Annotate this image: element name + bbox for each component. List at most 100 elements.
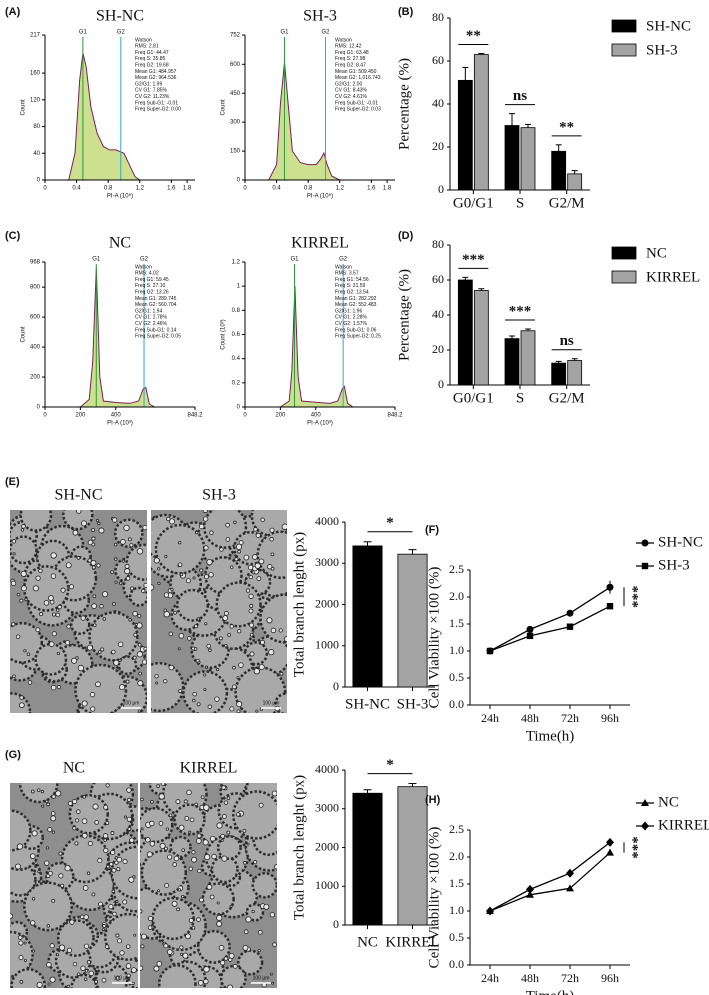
x-axis-label: PI-A (10⁶)	[307, 193, 333, 200]
cell	[109, 862, 114, 867]
lumen	[182, 670, 229, 713]
cell	[225, 537, 231, 542]
cell	[94, 979, 99, 984]
stat-line: G2/G1: 1.99	[135, 81, 162, 87]
gate-label: G2	[140, 257, 149, 263]
y-tick-label: 800	[30, 285, 41, 291]
cell	[96, 563, 101, 568]
cell	[179, 945, 184, 950]
x-tick-label: 1.6	[167, 186, 176, 192]
cell	[164, 554, 168, 559]
cell	[99, 604, 104, 609]
cell	[58, 851, 63, 856]
cell	[192, 698, 196, 703]
cell	[35, 627, 41, 633]
y-tick-label: 752	[230, 33, 241, 39]
cell	[123, 524, 130, 532]
cell	[178, 541, 182, 545]
cell	[246, 842, 250, 846]
cell	[235, 812, 241, 817]
cell	[90, 559, 97, 566]
cell	[163, 592, 170, 598]
micrograph	[140, 783, 277, 988]
cell	[203, 545, 209, 551]
bar	[520, 330, 536, 386]
cell	[248, 574, 253, 580]
cell	[188, 830, 192, 834]
y-tick-label: 1000	[315, 878, 339, 892]
panel-label: (E)	[5, 476, 20, 488]
cell	[143, 582, 147, 588]
cell	[253, 668, 260, 675]
cell	[140, 797, 144, 802]
lumen	[173, 803, 206, 836]
cell	[23, 958, 27, 962]
cell	[180, 952, 183, 956]
cell	[182, 952, 189, 959]
cell	[220, 833, 226, 839]
stat-line: Watson	[335, 264, 352, 270]
cell	[186, 636, 192, 641]
cell	[131, 981, 135, 986]
cell	[51, 612, 57, 617]
marker	[566, 623, 574, 630]
cell	[260, 517, 265, 523]
cell	[184, 815, 190, 821]
cell	[103, 804, 109, 810]
y-tick-label: 4000	[315, 514, 339, 528]
x-tick-label: 24h	[481, 711, 499, 725]
lumen	[140, 849, 188, 896]
bar	[520, 127, 536, 191]
y-axis-label: Percentage (%)	[396, 269, 412, 361]
cell	[192, 576, 196, 580]
cell	[82, 795, 86, 799]
marker	[526, 890, 534, 898]
marker	[606, 583, 614, 591]
cell	[204, 622, 208, 626]
stat-line: Freq Super-G2: 0.03	[335, 107, 381, 113]
cell	[115, 900, 119, 903]
cell	[188, 917, 194, 923]
cell	[19, 598, 24, 603]
cell	[253, 860, 258, 865]
cell	[163, 611, 170, 618]
cell	[223, 800, 229, 805]
stat-line: Mean G1: 509.450	[335, 69, 377, 75]
marker	[566, 609, 574, 617]
cell	[80, 965, 86, 971]
cell	[56, 953, 59, 957]
y-tick-label: 1.0	[449, 903, 464, 917]
y-tick-label: 0	[333, 917, 339, 931]
cell	[110, 831, 115, 836]
cell	[112, 517, 118, 523]
y-tick-label: 20	[432, 139, 444, 153]
cell	[91, 542, 96, 547]
series-line	[489, 605, 611, 652]
cell	[235, 543, 243, 550]
marker	[606, 848, 614, 856]
cell	[218, 636, 223, 641]
cell	[50, 573, 57, 579]
cell	[226, 830, 231, 835]
cell	[157, 567, 161, 571]
cell	[12, 674, 16, 679]
stat-line: Mean G1: 484.957	[135, 69, 177, 75]
scale-bar-label: 100 μm	[253, 975, 270, 981]
cell	[197, 868, 202, 874]
y-tick-label: 150	[230, 149, 241, 155]
y-tick-label: 600	[230, 62, 241, 68]
x-tick-label: 848.2	[187, 413, 203, 419]
lumen	[10, 535, 38, 565]
cell	[194, 530, 199, 535]
cell	[31, 830, 38, 837]
cell	[83, 914, 89, 920]
cell	[16, 843, 24, 850]
x-tick-label: 400	[111, 413, 122, 419]
x-tick-label: SH-NC	[345, 696, 390, 712]
cell	[191, 850, 196, 855]
stat-line: Freq Super-G2: 0.05	[135, 334, 181, 340]
cell	[251, 909, 255, 914]
lumen	[243, 641, 269, 666]
cell	[132, 610, 138, 617]
cell	[233, 520, 237, 524]
